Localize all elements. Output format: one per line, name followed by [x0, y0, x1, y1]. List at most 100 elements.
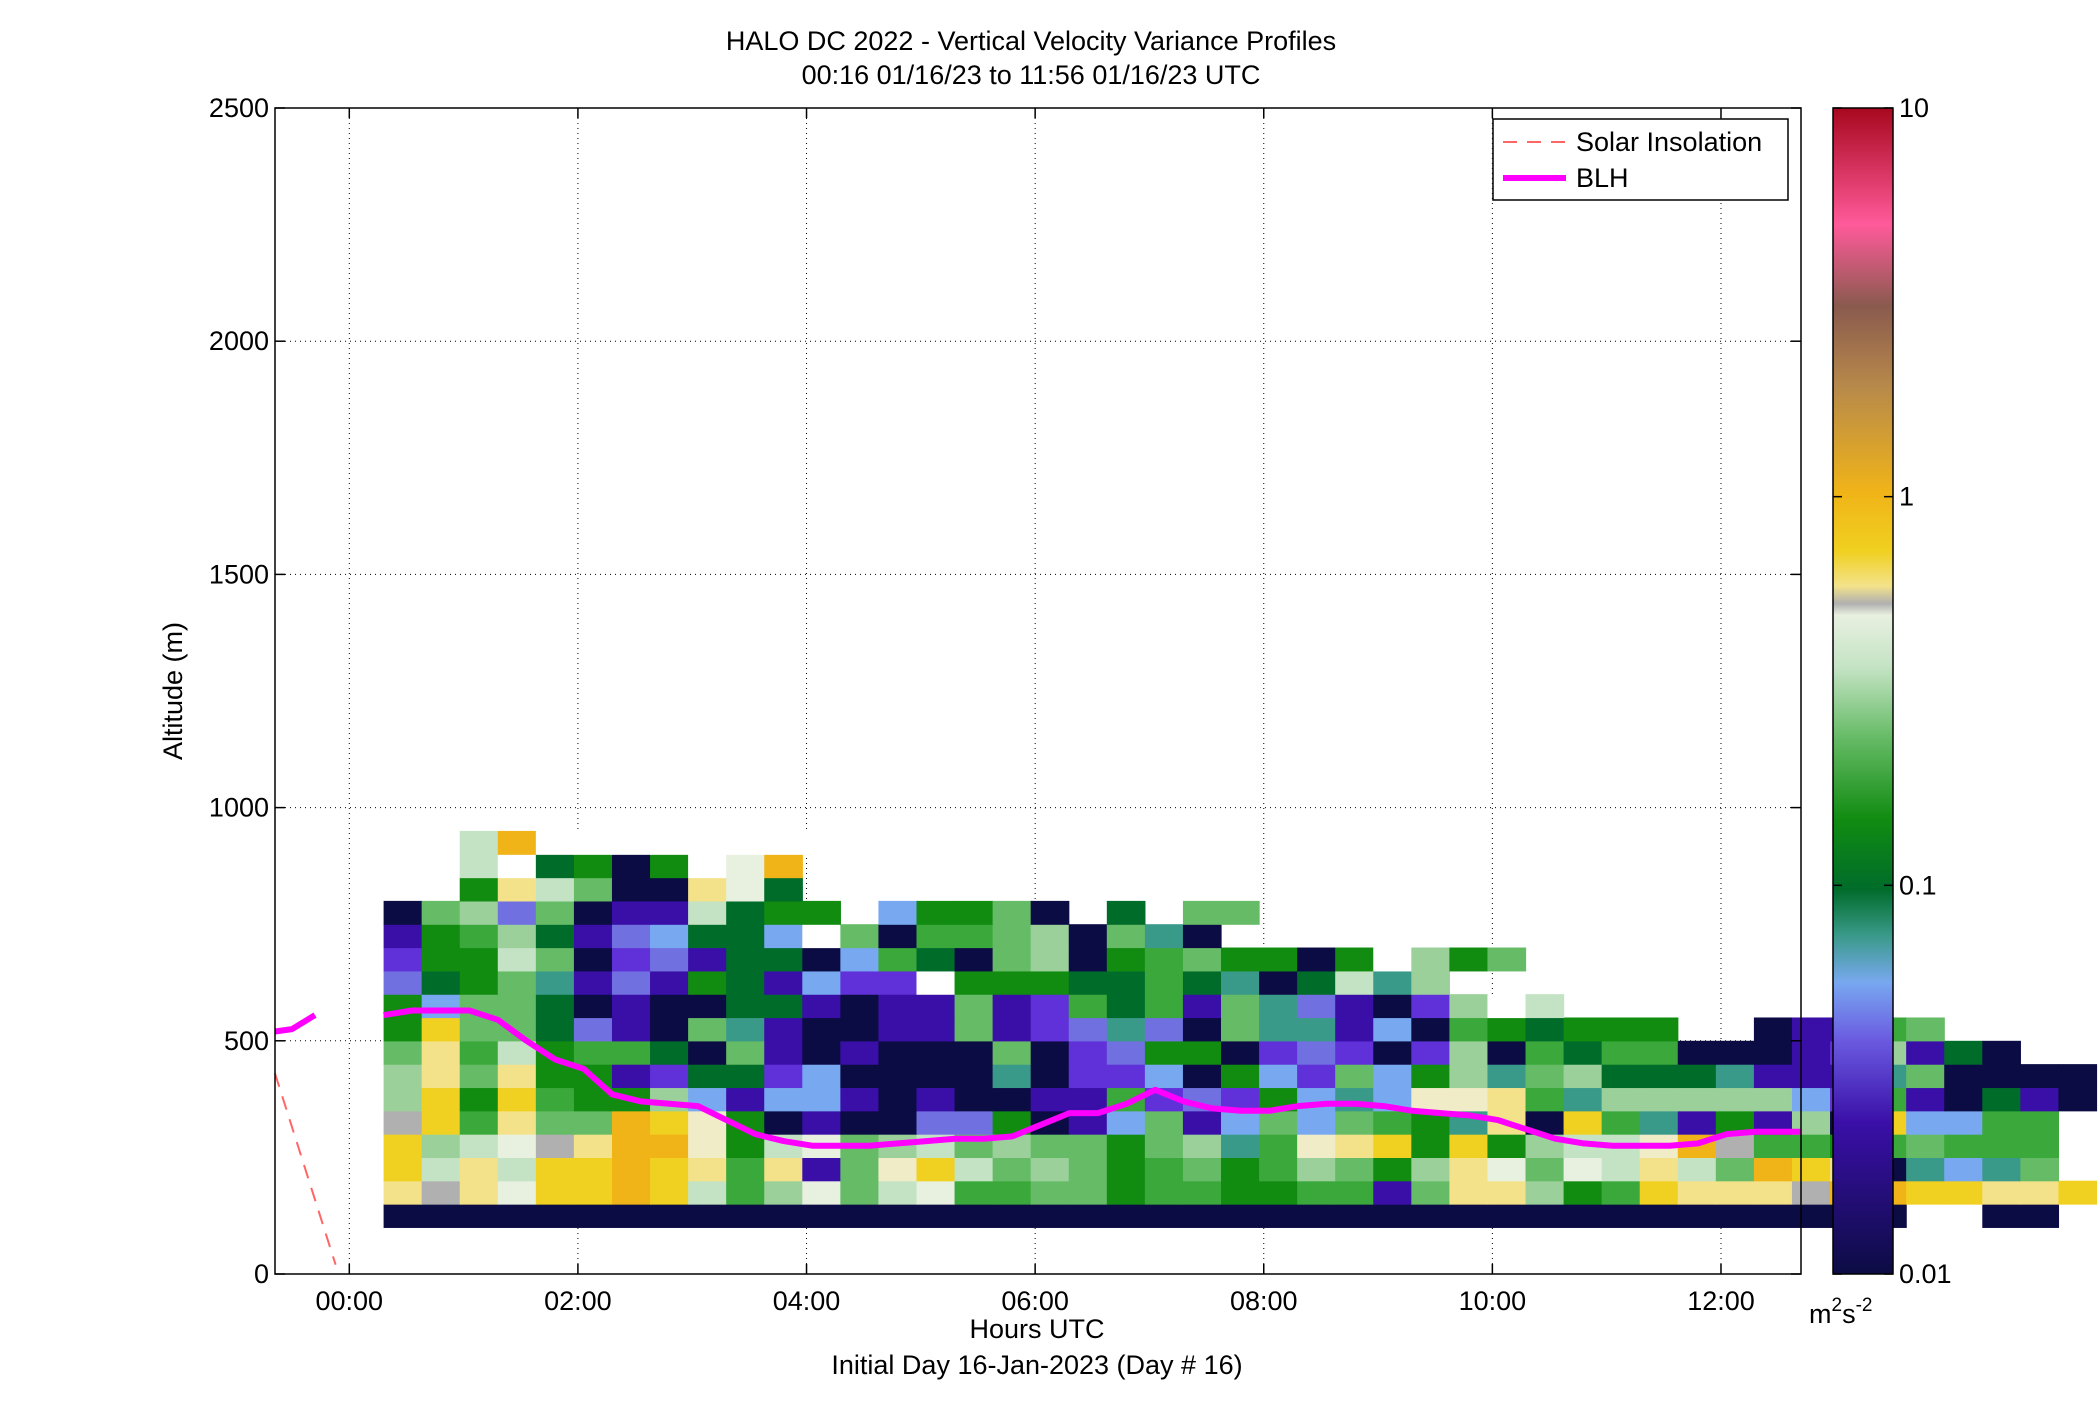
variance-cell — [1753, 1134, 1793, 1158]
variance-cell — [459, 1180, 499, 1205]
variance-cell — [573, 877, 613, 902]
variance-cell — [1106, 1180, 1146, 1205]
variance-cell — [1068, 947, 1108, 972]
variance-cell — [421, 1180, 461, 1205]
variance-cell — [1791, 1204, 1831, 1228]
variance-cell — [726, 1087, 765, 1112]
variance-cell — [1068, 970, 1108, 995]
variance-cell — [459, 854, 499, 879]
variance-cell — [1106, 947, 1146, 972]
variance-cell — [1753, 1180, 1793, 1205]
variance-cell — [1259, 1040, 1298, 1065]
variance-cell — [764, 1204, 803, 1228]
variance-cell — [1106, 994, 1146, 1019]
variance-cell — [1182, 900, 1222, 925]
variance-cell — [1487, 1064, 1527, 1089]
variance-cell — [1335, 1110, 1374, 1135]
variance-cell — [954, 1064, 994, 1089]
variance-cell — [650, 924, 689, 949]
variance-cell — [1144, 1040, 1184, 1065]
variance-cell — [611, 877, 651, 902]
variance-cell — [1906, 1040, 1945, 1065]
variance-cell — [1525, 1040, 1565, 1065]
variance-cell — [2020, 1134, 2060, 1158]
variance-cell — [535, 994, 575, 1019]
variance-cell — [1182, 1157, 1222, 1182]
variance-cell — [992, 1180, 1032, 1205]
variance-cell — [840, 947, 880, 972]
variance-cell — [954, 1180, 994, 1205]
variance-cell — [1525, 1110, 1565, 1135]
variance-cell — [1601, 1157, 1641, 1182]
variance-cell — [650, 970, 689, 995]
variance-cell — [1030, 1017, 1070, 1042]
legend-solar-label: Solar Insolation — [1576, 127, 1762, 157]
variance-cell — [1030, 900, 1070, 925]
variance-cell — [1753, 1157, 1793, 1182]
variance-cell — [1677, 1040, 1717, 1065]
variance-cell — [1753, 1064, 1793, 1089]
variance-cell — [916, 1064, 956, 1089]
colorbar-tick-label: 0.1 — [1899, 870, 1937, 900]
variance-cell — [650, 854, 689, 879]
variance-cell — [1525, 1064, 1565, 1089]
variance-cell — [1030, 924, 1070, 949]
variance-cell — [1677, 1157, 1717, 1182]
variance-cell — [1601, 1087, 1641, 1112]
variance-cell — [1563, 1017, 1603, 1042]
x-tick-label: 10:00 — [1459, 1286, 1527, 1316]
variance-cell — [992, 1110, 1032, 1135]
variance-cell — [764, 1017, 803, 1042]
variance-cell — [1297, 1157, 1336, 1182]
variance-cell — [1182, 1204, 1222, 1228]
variance-cell — [1449, 1040, 1489, 1065]
variance-cell — [459, 1110, 499, 1135]
variance-cell — [1259, 970, 1298, 995]
variance-cell — [383, 970, 423, 995]
variance-cell — [535, 877, 575, 902]
variance-cell — [650, 1157, 689, 1182]
variance-cell — [497, 1157, 537, 1182]
variance-cell — [497, 900, 537, 925]
variance-cell — [688, 1204, 727, 1228]
variance-cell — [1753, 1017, 1793, 1042]
chart-title-line1: HALO DC 2022 - Vertical Velocity Varianc… — [726, 26, 1336, 56]
variance-cell — [535, 947, 575, 972]
variance-cell — [726, 854, 765, 879]
variance-cell — [535, 1157, 575, 1182]
variance-cell — [1944, 1180, 1983, 1205]
variance-cell — [1068, 1180, 1108, 1205]
variance-cell — [1982, 1040, 2021, 1065]
variance-cell — [1259, 1134, 1298, 1158]
variance-cell — [954, 1017, 994, 1042]
variance-cell — [1715, 1087, 1755, 1112]
variance-cell — [421, 1017, 461, 1042]
variance-cell — [1715, 1110, 1755, 1135]
variance-cell — [535, 900, 575, 925]
variance-cell — [1373, 970, 1412, 995]
variance-cell — [1335, 947, 1374, 972]
variance-cell — [992, 970, 1032, 995]
variance-cell — [497, 1110, 537, 1135]
variance-cell — [1373, 1064, 1412, 1089]
variance-cell — [878, 1180, 918, 1205]
variance-cell — [573, 900, 613, 925]
variance-cell — [1221, 900, 1260, 925]
variance-cell — [1677, 1180, 1717, 1205]
variance-cell — [1449, 1157, 1489, 1182]
variance-cell — [1411, 1040, 1450, 1065]
variance-cell — [383, 1204, 423, 1228]
variance-cell — [1487, 1134, 1527, 1158]
variance-cell — [1449, 1180, 1489, 1205]
variance-cell — [878, 1204, 918, 1228]
variance-cell — [1030, 994, 1070, 1019]
variance-cell — [421, 1087, 461, 1112]
variance-cell — [726, 1204, 765, 1228]
variance-cell — [1411, 1204, 1450, 1228]
variance-cell — [954, 1040, 994, 1065]
variance-cell — [535, 1064, 575, 1089]
variance-cell — [535, 924, 575, 949]
variance-cell — [650, 947, 689, 972]
variance-cell — [1944, 1157, 1983, 1182]
variance-cell — [992, 900, 1032, 925]
